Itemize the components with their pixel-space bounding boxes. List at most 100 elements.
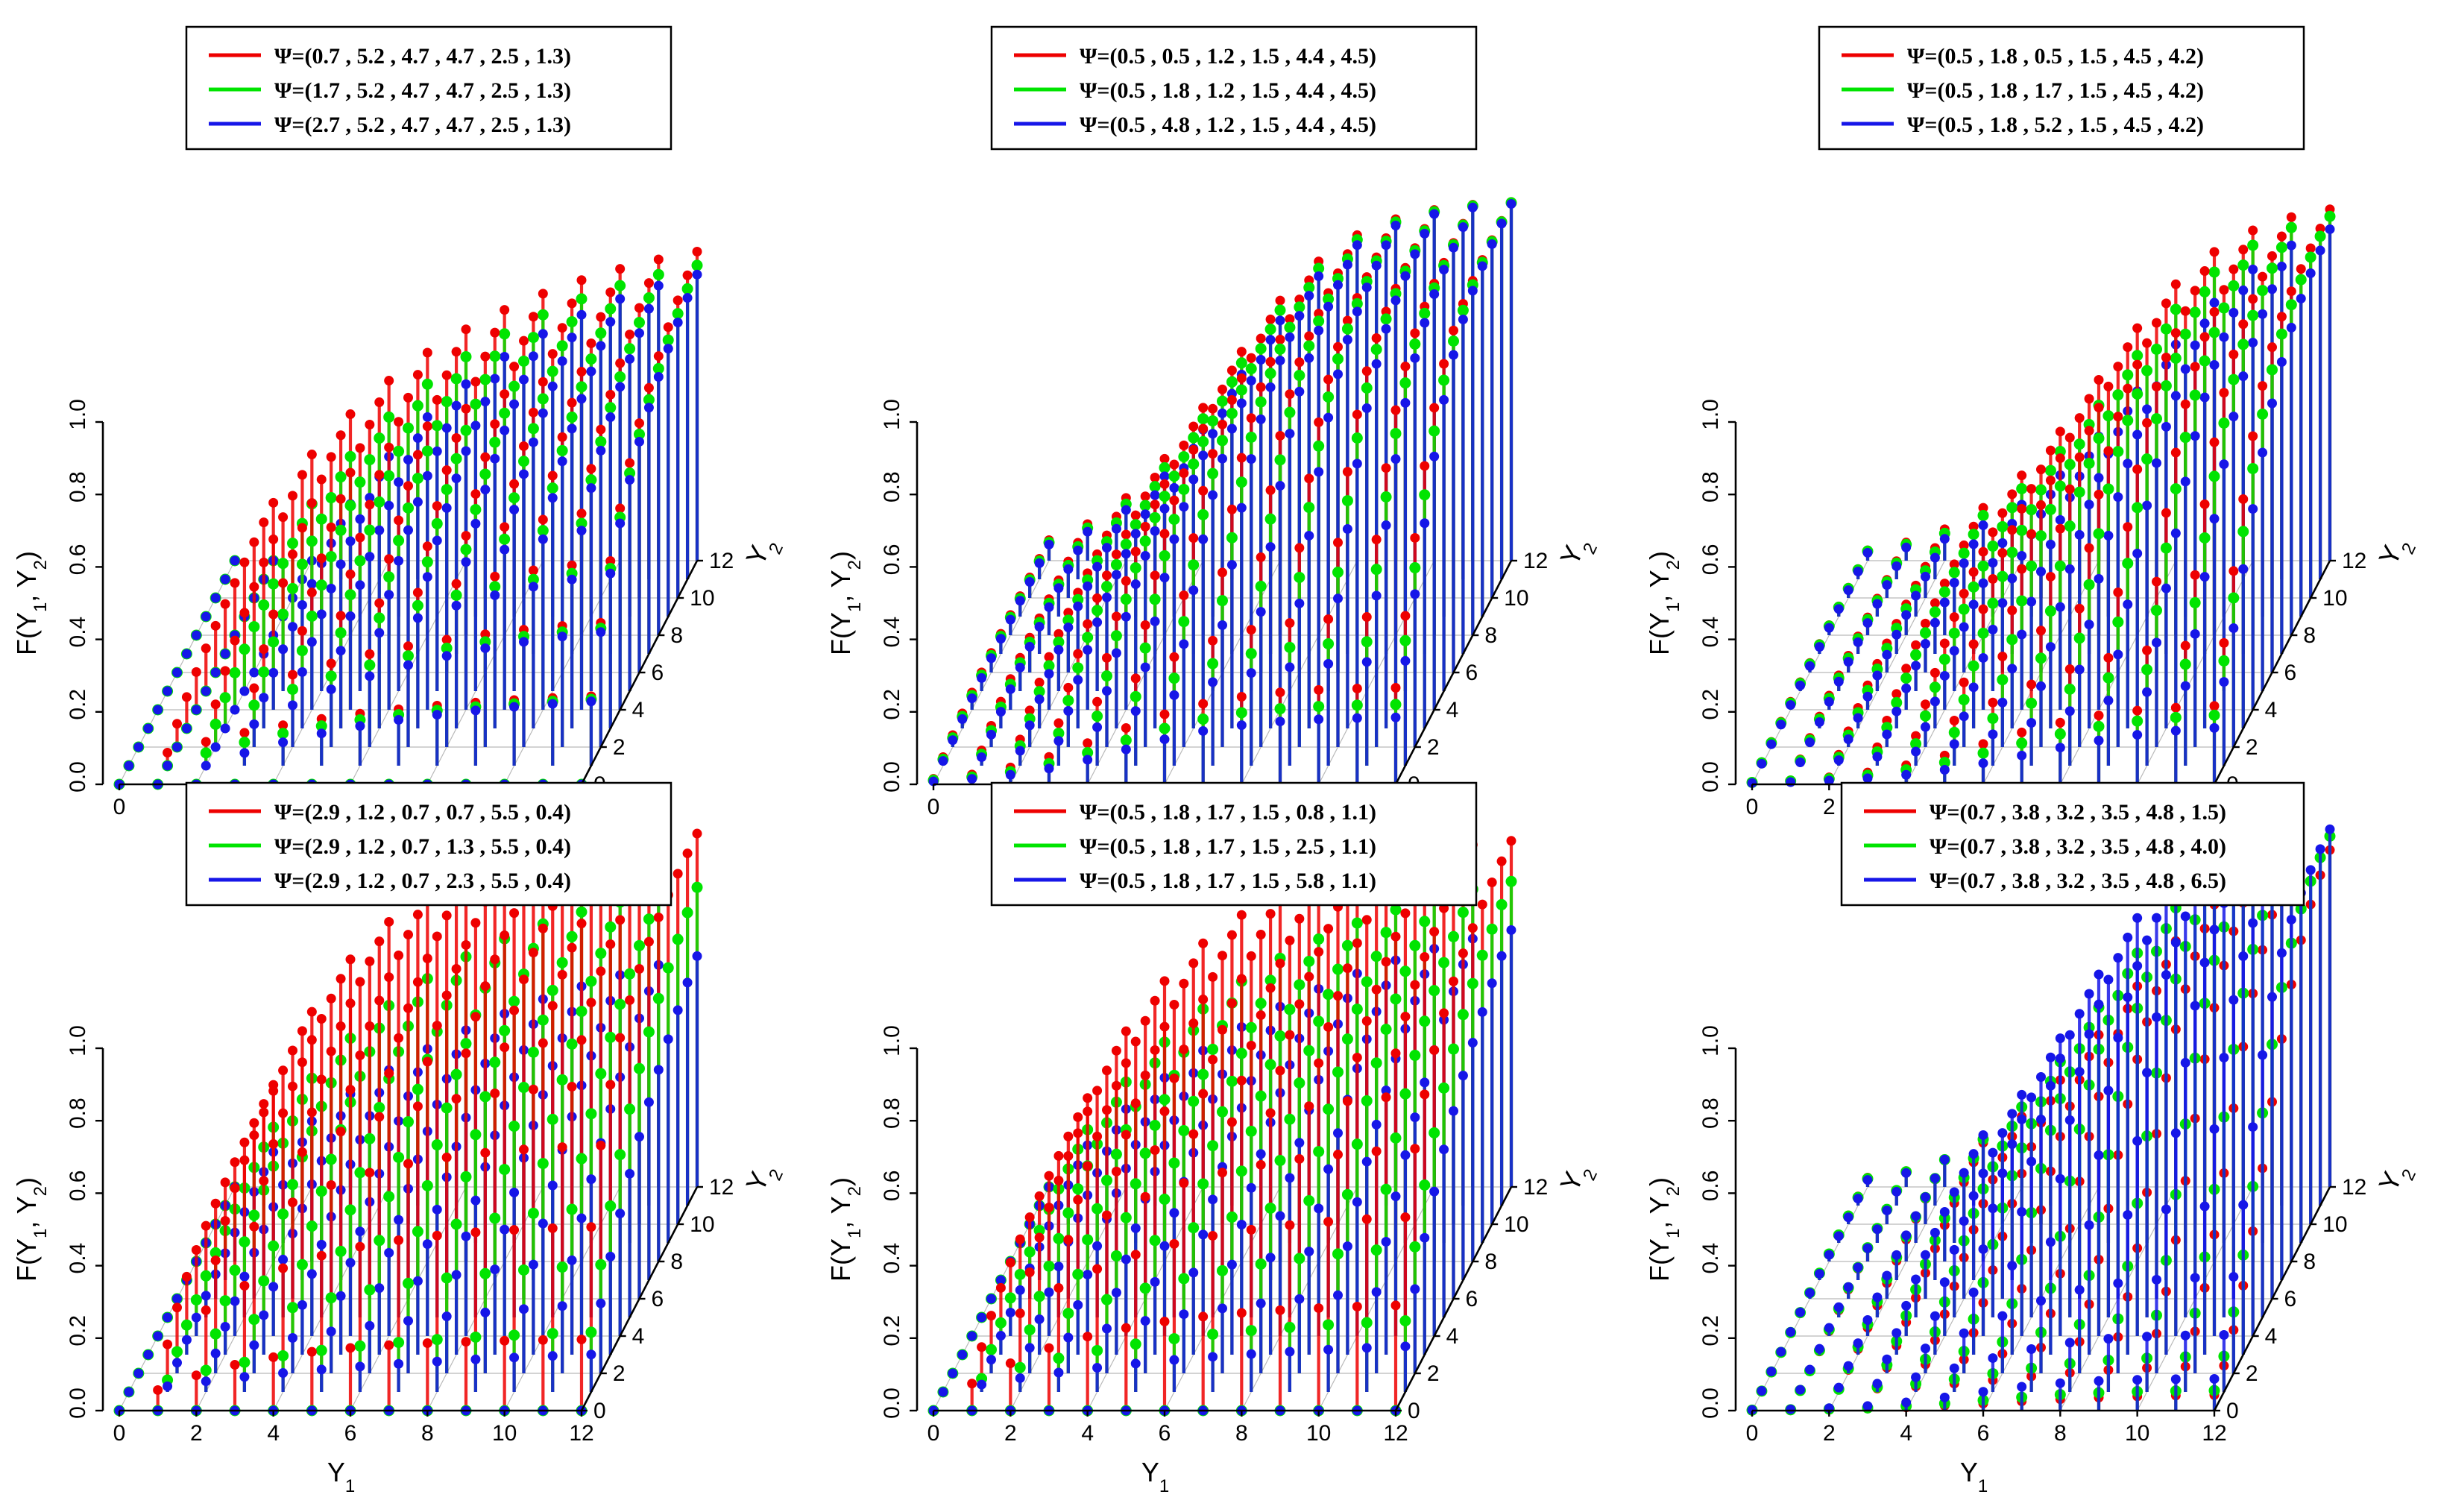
point-green <box>1178 483 1190 495</box>
point-red <box>625 995 635 1006</box>
point-blue <box>1304 291 1314 301</box>
point-blue <box>384 590 394 600</box>
point-blue <box>1188 474 1199 485</box>
point-red <box>547 349 558 359</box>
point-blue <box>2132 548 2143 558</box>
point-green <box>2285 221 2297 233</box>
point-blue <box>2113 492 2123 503</box>
point-blue <box>1978 578 1988 588</box>
point-blue <box>422 412 432 422</box>
point-red <box>1246 625 1256 635</box>
point-blue <box>1949 646 1959 656</box>
point-red <box>470 489 481 500</box>
point-red <box>201 1305 211 1315</box>
point-red <box>1053 1150 1064 1161</box>
point-green <box>1255 580 1267 592</box>
point-blue <box>1352 1197 1362 1207</box>
point-green <box>1351 699 1363 711</box>
point-red <box>1285 1030 1295 1040</box>
point-red <box>1997 508 2008 518</box>
y-tick-label: 4 <box>1446 698 1459 722</box>
point-green <box>364 454 376 466</box>
point-red <box>500 305 510 315</box>
point-green <box>2275 242 2287 253</box>
point-green <box>2228 280 2240 292</box>
point-green <box>576 517 588 529</box>
point-green <box>306 611 318 623</box>
point-green <box>354 1167 366 1179</box>
point-red <box>1179 1044 1189 1054</box>
point-green <box>1390 288 1402 300</box>
point-red <box>1198 1089 1209 1099</box>
point-green <box>2199 355 2211 367</box>
point-red <box>1275 430 1285 441</box>
point-red <box>1218 567 1227 578</box>
point-red <box>1198 485 1209 496</box>
point-green <box>1429 985 1440 997</box>
point-green <box>1351 917 1363 929</box>
point-red <box>1921 618 1930 629</box>
point-blue <box>220 649 230 659</box>
point-green <box>546 984 558 996</box>
point-red <box>461 531 471 541</box>
y-tick-label: 10 <box>690 1212 714 1237</box>
point-blue <box>451 1270 462 1280</box>
point-blue <box>995 707 1006 717</box>
point-red <box>1083 619 1093 629</box>
point-red <box>1911 640 1921 650</box>
point-red <box>2238 245 2249 255</box>
point-red <box>596 966 606 977</box>
point-red <box>1150 1045 1160 1055</box>
point-red <box>1285 314 1295 324</box>
point-red <box>441 1152 452 1162</box>
point-green <box>460 544 472 555</box>
point-blue <box>288 622 297 632</box>
point-red <box>557 1142 567 1153</box>
point-blue <box>1959 558 1969 569</box>
point-blue <box>1188 1267 1199 1278</box>
point-blue <box>1872 670 1883 681</box>
point-blue <box>432 710 442 720</box>
point-blue <box>2248 264 2258 274</box>
point-blue <box>2074 529 2085 540</box>
point-green <box>681 907 693 919</box>
point-green <box>2275 328 2287 340</box>
z-axis-title: F(Y1, Y2) <box>825 551 865 655</box>
point-red <box>480 452 491 462</box>
point-green <box>2189 306 2201 318</box>
point-red <box>345 998 356 1009</box>
point-green <box>1264 1202 1276 1214</box>
point-blue <box>384 1247 394 1258</box>
point-red <box>1275 687 1285 698</box>
point-blue <box>1449 350 1458 360</box>
point-blue <box>191 630 201 640</box>
point-red <box>316 553 327 564</box>
point-blue <box>1015 746 1025 756</box>
point-green <box>1178 1125 1190 1137</box>
point-green <box>2006 502 2018 514</box>
point-blue <box>2007 573 2018 584</box>
point-blue <box>1111 523 1121 534</box>
point-green <box>2151 343 2162 355</box>
point-blue <box>1275 1211 1285 1221</box>
point-blue <box>394 1358 404 1369</box>
point-blue <box>1410 1112 1420 1123</box>
point-red <box>2199 499 2210 509</box>
point-blue <box>1420 1232 1430 1243</box>
point-blue <box>2142 500 2152 511</box>
point-red <box>1420 952 1430 963</box>
point-red <box>576 508 587 519</box>
point-blue <box>1939 764 1950 775</box>
z-tick-label: 0.4 <box>66 1243 90 1274</box>
legend: Ψ=(0.5 , 0.5 , 1.2 , 1.5 , 4.4 , 4.5)Ψ=(… <box>990 25 1478 151</box>
z-tick-label: 1.0 <box>880 399 904 430</box>
point-red <box>1381 957 1391 967</box>
point-blue <box>1005 684 1015 694</box>
point-green <box>2324 210 2336 222</box>
point-green <box>537 1158 549 1170</box>
point-red <box>1218 384 1227 394</box>
point-blue <box>2276 357 2287 368</box>
point-red <box>2142 645 2152 655</box>
point-green <box>374 1102 385 1114</box>
point-blue <box>2238 564 2249 574</box>
